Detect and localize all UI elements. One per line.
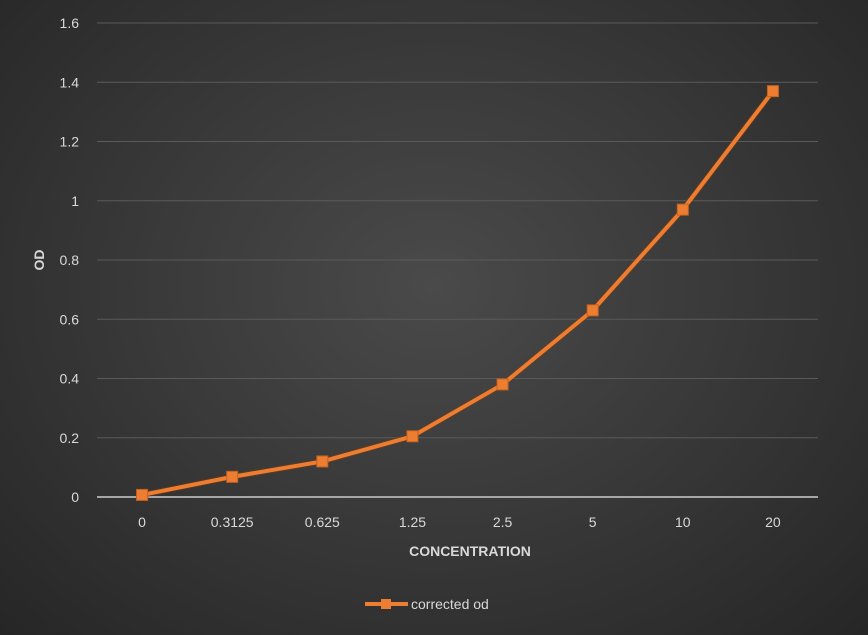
series-shadow	[141, 89, 776, 498]
x-tick-label: 10	[675, 514, 691, 530]
y-tick-label: 1	[71, 193, 79, 209]
data-point-marker	[676, 203, 689, 216]
data-point-marker	[316, 455, 329, 468]
x-axis-title: CONCENTRATION	[409, 543, 531, 559]
x-tick-label: 0.3125	[211, 514, 254, 530]
data-point-marker	[226, 470, 239, 483]
y-axis-title: OD	[31, 250, 47, 271]
x-tick-label: 20	[765, 514, 781, 530]
x-axis-ticks: 0 0.3125 0.625 1.25 2.5 5 10 20	[138, 514, 781, 530]
x-tick-label: 1.25	[399, 514, 426, 530]
y-tick-label: 1.4	[60, 74, 80, 90]
data-point-marker	[136, 488, 149, 501]
x-tick-label: 0	[138, 514, 146, 530]
y-tick-label: 0.2	[60, 430, 80, 446]
series-corrected-od	[136, 85, 779, 501]
x-tick-label: 0.625	[305, 514, 340, 530]
y-axis-ticks: 0 0.2 0.4 0.6 0.8 1 1.2 1.4 1.6	[60, 15, 80, 505]
series-line	[141, 89, 775, 497]
legend-label: corrected od	[411, 596, 489, 612]
y-tick-label: 0.4	[60, 371, 80, 387]
x-tick-label: 5	[589, 514, 597, 530]
legend-marker-icon	[381, 599, 391, 609]
data-point-marker	[586, 304, 599, 317]
y-tick-label: 0	[71, 489, 79, 505]
y-tick-label: 0.6	[60, 311, 80, 327]
y-tick-label: 1.2	[60, 134, 80, 150]
x-tick-label: 2.5	[493, 514, 513, 530]
data-point-marker	[406, 430, 419, 443]
y-tick-label: 1.6	[60, 15, 80, 31]
legend: corrected od	[365, 596, 489, 612]
gridlines	[97, 22, 818, 498]
data-point-marker	[496, 378, 509, 391]
y-tick-label: 0.8	[60, 252, 80, 268]
data-point-marker	[766, 85, 779, 98]
